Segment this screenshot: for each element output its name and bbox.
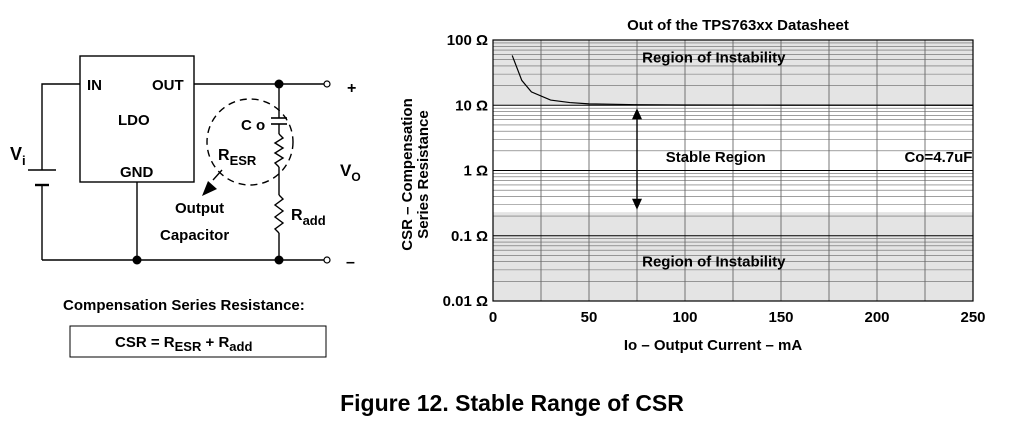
junction-dot <box>274 79 284 89</box>
output-capacitor-label-1: Output <box>175 200 224 217</box>
y-axis-label: Series Resistance <box>415 110 432 238</box>
x-axis-label: Io – Output Current – mA <box>624 337 803 354</box>
input-wire <box>41 83 80 170</box>
region-label-lower: Region of Instability <box>642 253 786 270</box>
y-tick-label: 0.1 Ω <box>451 228 488 245</box>
csr-heading: Compensation Series Resistance: <box>63 297 305 314</box>
radd-resistor <box>273 194 285 234</box>
pin-gnd-label: GND <box>120 164 154 181</box>
y-tick-label: 100 Ω <box>447 32 488 49</box>
radd-label: Radd <box>291 207 326 228</box>
plot-frame <box>492 39 974 302</box>
battery-icon <box>28 169 56 187</box>
x-tick-label: 100 <box>672 309 697 326</box>
capacitor-highlight-circle <box>206 98 294 186</box>
ldo-label: LDO <box>118 112 150 129</box>
csr-equation-box <box>69 325 327 358</box>
output-capacitor-label-2: Capacitor <box>160 227 229 244</box>
y-tick-label: 0.01 Ω <box>443 293 488 310</box>
stability-boundary-curve <box>511 55 974 106</box>
plus-label: + <box>347 80 356 97</box>
x-tick-label: 200 <box>864 309 889 326</box>
x-tick-label: 250 <box>960 309 985 326</box>
vi-label: Vi <box>10 144 26 168</box>
x-tick-label: 0 <box>489 309 497 326</box>
pin-in-label: IN <box>87 77 102 94</box>
junction-dot <box>274 255 284 265</box>
arrow-down-icon <box>632 198 642 210</box>
figure-caption: Figure 12. Stable Range of CSR <box>340 390 684 416</box>
minus-label: – <box>346 254 355 271</box>
co-label: C o <box>241 117 265 134</box>
terminal-plus <box>323 80 331 88</box>
csr-equation: CSR = RESR + Radd <box>115 334 252 354</box>
esr-resistor <box>273 133 285 168</box>
vo-label: VO <box>340 161 361 184</box>
y-axis-label: CSR – Compensation <box>399 98 416 251</box>
capacitor-leader-line <box>212 169 223 181</box>
x-tick-label: 150 <box>768 309 793 326</box>
arrow-up-icon <box>632 108 642 120</box>
x-tick-label: 50 <box>581 309 598 326</box>
stable-region-label: Stable Region <box>666 149 766 166</box>
region-label-upper: Region of Instability <box>642 50 786 67</box>
y-tick-label: 1 Ω <box>463 163 488 180</box>
capacitance-annotation: Co=4.7uF <box>904 149 972 166</box>
chart-title: Out of the TPS763xx Datasheet <box>627 17 849 34</box>
pin-out-label: OUT <box>152 77 184 94</box>
junction-dot <box>132 255 142 265</box>
capacitor-arrow-icon <box>202 181 217 196</box>
resr-label: RESR <box>218 147 257 168</box>
y-tick-label: 10 Ω <box>455 97 488 114</box>
capacitor-icon <box>271 117 287 125</box>
terminal-minus <box>323 256 331 264</box>
csr-stability-chart: Region of Instability Region of Instabili… <box>399 17 986 354</box>
